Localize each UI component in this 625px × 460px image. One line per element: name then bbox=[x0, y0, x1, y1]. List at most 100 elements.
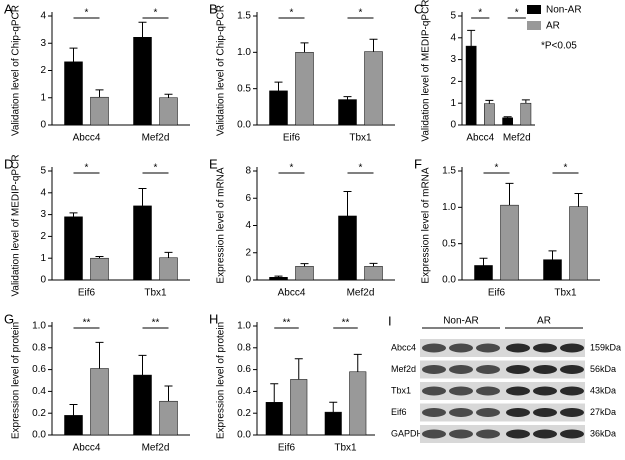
x-tick-label: Eif6 bbox=[488, 288, 506, 299]
significance-note: *P<0.05 bbox=[541, 41, 577, 52]
error-bar bbox=[270, 383, 279, 403]
bar bbox=[543, 259, 562, 281]
significance-label: ** bbox=[152, 318, 160, 329]
error-bar bbox=[274, 81, 283, 91]
blot-size-label: 36kDa bbox=[590, 428, 616, 438]
blot-strip bbox=[420, 382, 585, 400]
bar bbox=[338, 99, 357, 126]
bar bbox=[90, 368, 109, 436]
y-tick-label: 1 bbox=[40, 253, 46, 264]
x-tick-label: Tbx1 bbox=[144, 288, 167, 299]
x-tick-label: Eif6 bbox=[78, 288, 96, 299]
error-bar bbox=[369, 262, 378, 267]
bar bbox=[133, 37, 152, 126]
y-tick-label: 0.0 bbox=[32, 430, 46, 441]
significance-label: * bbox=[154, 163, 158, 174]
bar bbox=[484, 103, 495, 126]
blot-band bbox=[560, 365, 584, 374]
significance-label: * bbox=[515, 8, 519, 19]
x-tick-label: Mef2d bbox=[347, 288, 375, 299]
bar bbox=[159, 257, 178, 281]
error-bar bbox=[69, 403, 78, 416]
legend-label: Non-AR bbox=[546, 5, 582, 16]
error-bar bbox=[343, 190, 352, 216]
blot-band bbox=[560, 408, 584, 417]
y-tick-label: 1.0 bbox=[32, 321, 46, 332]
significance-label: ** bbox=[342, 318, 350, 329]
blot-band bbox=[476, 386, 500, 396]
blot-band bbox=[422, 429, 446, 439]
y-tick-label: 0.6 bbox=[32, 364, 46, 375]
y-tick-label: 0 bbox=[40, 275, 46, 286]
legend-swatch bbox=[527, 5, 541, 14]
blot-band bbox=[422, 386, 446, 396]
y-axis-title: Expression level of mRNA bbox=[421, 167, 432, 283]
panel-letter: D bbox=[4, 156, 13, 171]
blot-band bbox=[533, 386, 557, 396]
y-tick-label: 1.5 bbox=[237, 11, 251, 22]
group-label: AR bbox=[537, 316, 551, 327]
blot-row-label: GAPDH bbox=[391, 428, 423, 438]
bar bbox=[269, 90, 288, 126]
y-tick-label: 1.5 bbox=[442, 166, 456, 177]
significance-label: * bbox=[478, 8, 482, 19]
bar bbox=[290, 379, 308, 436]
significance-label: * bbox=[85, 163, 89, 174]
y-tick-label: 3 bbox=[40, 209, 46, 220]
bar bbox=[159, 97, 178, 126]
bar bbox=[569, 206, 588, 281]
x-tick-label: Abcc4 bbox=[466, 133, 494, 144]
significance-label: * bbox=[154, 8, 158, 19]
y-tick-label: 0 bbox=[450, 120, 456, 131]
y-axis-title: Validation level of Chip-qPCR bbox=[216, 5, 227, 136]
significance-label: * bbox=[564, 163, 568, 174]
y-tick-label: 4 bbox=[450, 32, 456, 43]
blot-band bbox=[476, 343, 500, 353]
y-tick-label: 0.8 bbox=[32, 342, 46, 353]
y-tick-label: 4 bbox=[40, 11, 46, 22]
y-tick-label: 3 bbox=[40, 38, 46, 49]
error-bar bbox=[164, 93, 173, 98]
bar bbox=[349, 371, 367, 436]
error-bar bbox=[467, 29, 476, 47]
y-tick-label: 4 bbox=[40, 187, 46, 198]
error-bar bbox=[300, 263, 309, 267]
y-tick-label: 2 bbox=[450, 76, 456, 87]
bar bbox=[133, 374, 152, 436]
blot-band bbox=[476, 408, 500, 417]
y-tick-label: 2 bbox=[245, 247, 251, 258]
y-tick-label: 0 bbox=[40, 120, 46, 131]
x-tick-label: Mef2d bbox=[142, 133, 170, 144]
x-tick-label: Tbx1 bbox=[349, 133, 372, 144]
error-bar bbox=[521, 99, 530, 104]
y-axis-title: Validation level of MEDIP-qPCR bbox=[421, 0, 432, 142]
y-tick-label: 8 bbox=[245, 166, 251, 177]
bar bbox=[159, 400, 178, 436]
significance-label: * bbox=[359, 8, 363, 19]
x-tick-label: Abcc4 bbox=[73, 133, 101, 144]
y-tick-label: 1.0 bbox=[442, 202, 456, 213]
blot-band bbox=[449, 408, 473, 417]
y-tick-label: 0 bbox=[245, 275, 251, 286]
y-tick-label: 0.2 bbox=[32, 408, 46, 419]
blot-band bbox=[533, 365, 557, 374]
y-axis-title: Expression level of protein bbox=[216, 322, 227, 439]
y-tick-label: 5 bbox=[450, 11, 456, 22]
panel-letter: H bbox=[209, 311, 218, 326]
blot-band bbox=[506, 365, 530, 374]
significance-label: ** bbox=[83, 318, 91, 329]
significance-label: * bbox=[495, 163, 499, 174]
panel-letter: F bbox=[414, 156, 422, 171]
bar bbox=[520, 102, 532, 126]
error-bar bbox=[274, 275, 283, 278]
error-bar bbox=[505, 182, 514, 206]
blot-band bbox=[506, 429, 530, 439]
y-tick-label: 0.4 bbox=[32, 386, 46, 397]
blot-band bbox=[506, 386, 530, 396]
panel-letter: G bbox=[4, 311, 14, 326]
